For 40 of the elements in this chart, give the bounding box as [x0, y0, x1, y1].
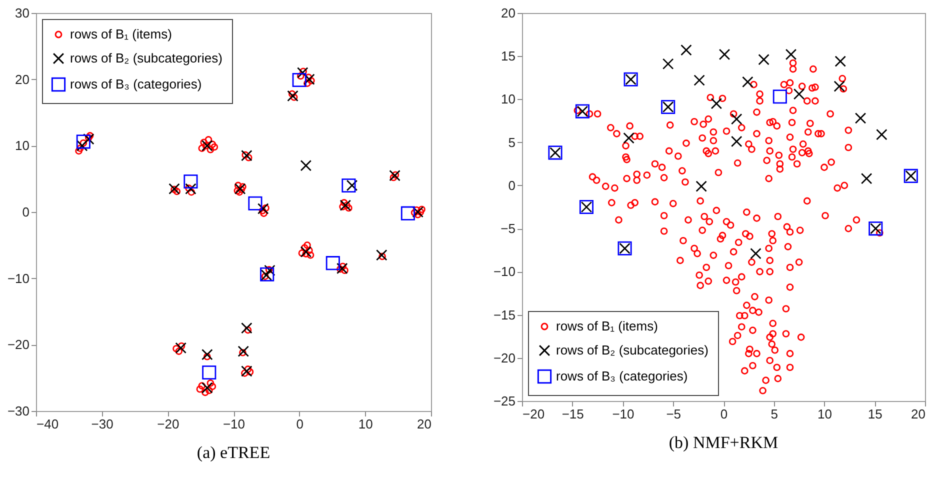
x-tick-label: 20: [911, 406, 926, 422]
text: (b) NMF+RKM: [668, 433, 778, 452]
y-tick-label: 10: [15, 138, 30, 154]
x-tick-label: 0: [720, 406, 728, 422]
x-tick-label: 15: [868, 406, 882, 422]
x-tick-label: 20: [417, 416, 432, 432]
y-tick-label: −10: [7, 270, 30, 286]
y-tick-label: −5: [500, 221, 516, 236]
y-tick-label: 20: [501, 6, 516, 20]
x-tick-label: −40: [36, 416, 59, 432]
legend-label: rows of B₂ (subcategories): [556, 342, 708, 358]
x-tick-label: −20: [522, 406, 545, 422]
legend-label: rows of B₁ (items): [556, 318, 658, 334]
x-tick-label: 0: [296, 416, 304, 432]
x-tick-label: −30: [91, 416, 114, 432]
text: (a) eTREE: [196, 443, 270, 462]
legend-label: rows of B₂ (subcategories): [70, 50, 222, 66]
y-tick-label: −20: [493, 350, 516, 366]
y-tick-label: −10: [493, 264, 516, 280]
x-tick-label: 5: [770, 406, 778, 422]
y-tick-label: 20: [15, 72, 30, 87]
x-tick-label: 10: [358, 416, 373, 432]
x-tick-label: −10: [612, 406, 634, 422]
y-tick-label: −20: [7, 337, 30, 352]
x-tick-label: −5: [666, 406, 682, 422]
y-tick-label: 0: [508, 178, 516, 193]
y-tick-label: 0: [22, 204, 30, 220]
legend-label: rows of B₃ (categories): [556, 368, 688, 384]
y-tick-label: 30: [15, 6, 30, 20]
y-tick-label: 5: [508, 134, 516, 150]
x-tick-label: −15: [562, 406, 584, 422]
x-tick-label: 10: [818, 406, 832, 422]
y-tick-label: −15: [493, 307, 516, 322]
x-tick-label: −10: [222, 416, 246, 432]
x-tick-label: −20: [157, 416, 180, 432]
legend-label: rows of B₃ (categories): [70, 76, 202, 92]
y-tick-label: 10: [501, 92, 516, 107]
y-tick-label: −25: [493, 394, 516, 408]
y-tick-label: 15: [501, 48, 516, 64]
legend-label: rows of B₁ (items): [70, 26, 172, 42]
